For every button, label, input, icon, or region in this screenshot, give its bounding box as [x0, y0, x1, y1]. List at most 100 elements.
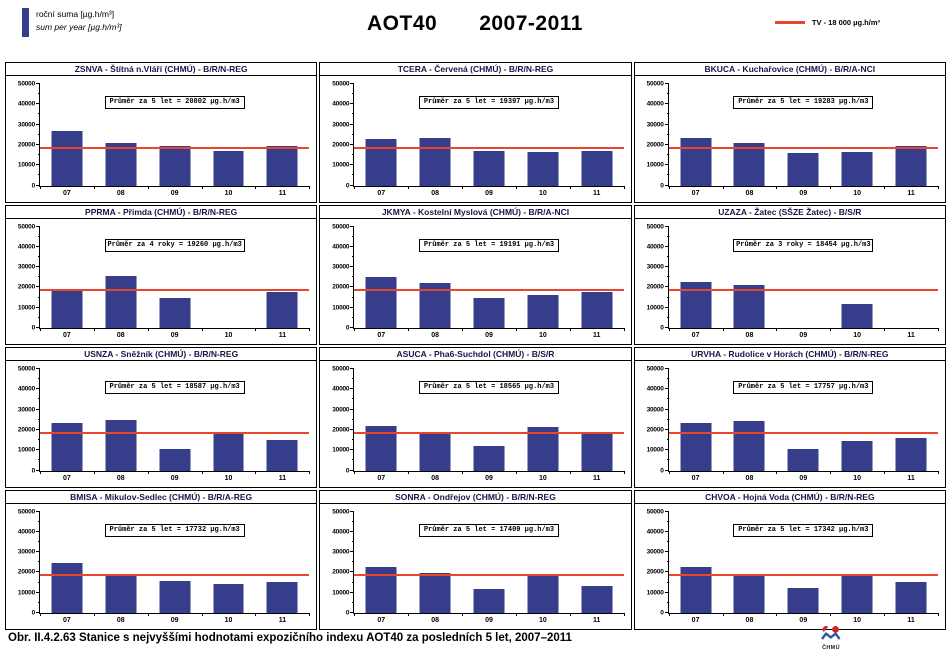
x-axis-tick: [40, 613, 41, 616]
y-axis-tick-label: 50000: [332, 508, 350, 515]
x-axis-label: 09: [170, 332, 179, 339]
x-axis-label: 07: [377, 332, 386, 339]
x-axis-tick: [309, 328, 311, 331]
chart-panel: ASUCA - Pha6-Suchdol (CHMÚ) - B/S/R 0 1000…: [319, 347, 632, 488]
plot-area: 0 10000 20000 30000 40000 50000 Průměr za 5 le…: [647, 508, 939, 624]
chart-panel: BMISA - Mikulov-Sedlec (CHMÚ) - B/R/A-RE…: [5, 489, 318, 630]
y-axis-tick-label: 30000: [332, 406, 350, 414]
bar-07: [365, 276, 397, 328]
x-axis-label: 08: [431, 474, 440, 482]
x-axis-label: 07: [691, 617, 700, 624]
chart-panel: TCERA - Červená (CHMÚ) - B/R/N-REG 0 10000…: [319, 62, 632, 203]
y-axis-minor-tick: [352, 398, 355, 400]
x-axis-label: 07: [63, 474, 71, 482]
y-axis-tick-label: 0: [345, 609, 350, 617]
average-note: Průměr za 5 let = 17409 µg.h/m3: [418, 523, 559, 537]
x-axis-tick: [884, 613, 886, 616]
x-axis-label: 08: [745, 332, 754, 339]
y-axis-tick: [350, 164, 355, 166]
x-axis-tick: [884, 328, 886, 331]
bar-09: [473, 151, 505, 186]
x-axis-label: 07: [63, 617, 71, 624]
bar-10: [527, 152, 559, 186]
y-axis-tick: [36, 612, 40, 613]
y-axis-tick: [36, 551, 40, 553]
chart-title: ASUCA - Pha6-Suchdol (CHMÚ) - B/S/R: [320, 348, 631, 361]
plot-area: 0 10000 20000 30000 40000 50000 Průměr za 5 le…: [332, 223, 625, 339]
x-axis-tick: [938, 470, 939, 474]
bar-08: [733, 575, 765, 613]
x-axis-tick: [93, 328, 95, 331]
x-axis-tick: [201, 470, 203, 474]
chart-title: TCERA - Červená (CHMÚ) - B/R/N-REG: [320, 63, 631, 76]
x-axis-label: 10: [853, 617, 862, 624]
y-axis-tick-label: 10000: [17, 446, 35, 454]
x-axis-tick: [569, 470, 571, 474]
y-axis-tick: [664, 510, 669, 512]
chart-panel: JKMYA - Kostelní Myslová (CHMÚ) - B/R/A-…: [319, 204, 632, 345]
y-axis-tick: [350, 306, 355, 308]
x-axis-tick: [884, 185, 886, 189]
y-axis-tick: [664, 530, 669, 532]
y-axis-tick-label: 10000: [646, 589, 664, 597]
chmu-logo-icon: [821, 626, 841, 640]
x-axis-tick: [255, 470, 257, 474]
average-note: Průměr za 5 let = 19283 µg.h/m3: [733, 96, 874, 110]
y-axis-tick: [36, 225, 40, 227]
x-axis-tick: [462, 185, 464, 189]
x-axis-label: 09: [799, 617, 808, 624]
x-axis-label: 08: [116, 189, 125, 197]
x-axis-label: 07: [377, 189, 386, 197]
y-axis-tick: [350, 184, 355, 186]
x-axis-tick: [623, 613, 625, 616]
x-axis-tick: [255, 185, 257, 189]
y-axis-minor-tick: [352, 418, 355, 420]
y-axis-tick: [664, 83, 669, 84]
y-axis-tick-label: 0: [345, 467, 350, 474]
bar-10: [213, 584, 244, 613]
x-axis-tick: [255, 328, 257, 331]
x-axis-label: 07: [691, 332, 700, 339]
y-axis-tick: [36, 510, 40, 512]
y-axis-tick: [350, 266, 355, 268]
y-axis-minor-tick: [666, 174, 669, 176]
y-axis-minor-tick: [666, 581, 669, 583]
x-axis-tick: [569, 185, 571, 189]
y-axis-minor-tick: [352, 520, 355, 522]
bar-11: [581, 151, 613, 186]
average-note: Průměr za 5 let = 17342 µg.h/m3: [733, 523, 874, 537]
bar-07: [680, 138, 712, 186]
y-axis-tick-label: 40000: [646, 100, 664, 108]
bar-08: [419, 431, 451, 471]
chmu-logo: ČHMÚ: [814, 626, 848, 651]
x-axis-label: 10: [224, 474, 233, 482]
x-axis-tick: [884, 470, 886, 474]
y-axis-tick: [36, 143, 40, 145]
bar-07: [51, 563, 83, 613]
chart-title: USNZA - Sněžník (CHMÚ) - B/R/N-REG: [6, 348, 317, 361]
bar-10: [841, 152, 873, 186]
y-axis-tick: [350, 286, 355, 288]
y-axis-minor-tick: [38, 418, 40, 420]
y-axis-tick: [664, 164, 669, 166]
y-axis-tick-label: 40000: [17, 385, 35, 393]
y-axis-tick: [664, 306, 669, 308]
y-axis-tick: [36, 123, 40, 125]
x-axis-tick: [722, 185, 724, 189]
y-axis-tick: [36, 571, 40, 573]
y-axis-tick-label: 0: [31, 609, 36, 617]
y-axis-tick-label: 10000: [17, 304, 35, 312]
y-axis-tick-label: 0: [345, 324, 350, 332]
y-axis-minor-tick: [666, 113, 669, 115]
tv-threshold-line: [354, 431, 624, 434]
x-axis-tick: [938, 185, 939, 189]
y-axis-tick: [36, 449, 40, 451]
bar-10: [213, 431, 244, 471]
x-axis-tick: [515, 185, 517, 189]
x-axis-tick: [623, 470, 625, 474]
y-axis-tick: [664, 266, 669, 268]
x-axis-label: 07: [691, 474, 700, 482]
bar-09: [473, 445, 505, 471]
x-axis-tick: [309, 185, 311, 189]
y-axis-tick-label: 10000: [646, 161, 664, 169]
